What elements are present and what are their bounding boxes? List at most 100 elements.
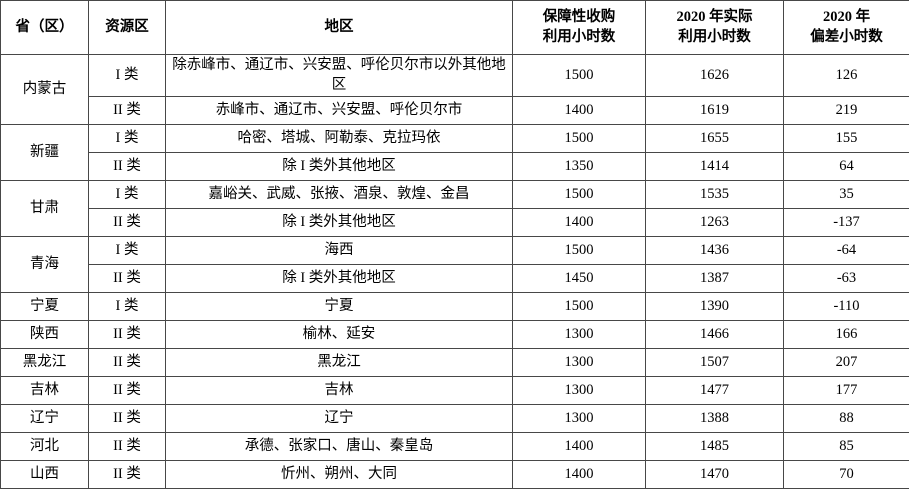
header-actual-hours-2020: 2020 年实际 利用小时数 [646, 1, 784, 55]
guaranteed-hours-cell: 1500 [513, 181, 646, 209]
deviation-hours-cell: -110 [784, 293, 909, 321]
actual-hours-cell: 1535 [646, 181, 784, 209]
deviation-hours-cell: 35 [784, 181, 909, 209]
deviation-hours-cell: 85 [784, 433, 909, 461]
actual-hours-cell: 1466 [646, 321, 784, 349]
deviation-hours-cell: 64 [784, 153, 909, 181]
zone-cell: II 类 [89, 97, 166, 125]
actual-hours-cell: 1626 [646, 55, 784, 97]
actual-hours-cell: 1507 [646, 349, 784, 377]
zone-cell: II 类 [89, 321, 166, 349]
deviation-hours-cell: -64 [784, 237, 909, 265]
guaranteed-hours-cell: 1300 [513, 377, 646, 405]
region-cell: 嘉峪关、武威、张掖、酒泉、敦煌、金昌 [166, 181, 513, 209]
actual-hours-cell: 1485 [646, 433, 784, 461]
actual-hours-cell: 1387 [646, 265, 784, 293]
actual-hours-cell: 1390 [646, 293, 784, 321]
actual-hours-cell: 1414 [646, 153, 784, 181]
deviation-hours-cell: 207 [784, 349, 909, 377]
region-cell: 榆林、延安 [166, 321, 513, 349]
guaranteed-hours-cell: 1450 [513, 265, 646, 293]
zone-cell: II 类 [89, 349, 166, 377]
region-cell: 除 I 类外其他地区 [166, 153, 513, 181]
header-row: 省（区） 资源区 地区 保障性收购 利用小时数 2020 年实际 利用小时数 2… [1, 1, 909, 55]
zone-cell: I 类 [89, 237, 166, 265]
region-cell: 哈密、塔城、阿勒泰、克拉玛依 [166, 125, 513, 153]
province-cell: 甘肃 [1, 181, 89, 237]
guaranteed-hours-cell: 1500 [513, 293, 646, 321]
region-cell: 除 I 类外其他地区 [166, 265, 513, 293]
guaranteed-hours-cell: 1300 [513, 349, 646, 377]
zone-cell: II 类 [89, 377, 166, 405]
header-deviation-hours-2020: 2020 年 偏差小时数 [784, 1, 909, 55]
guaranteed-hours-cell: 1500 [513, 237, 646, 265]
guaranteed-hours-cell: 1400 [513, 461, 646, 489]
actual-hours-cell: 1388 [646, 405, 784, 433]
deviation-hours-cell: 88 [784, 405, 909, 433]
province-cell: 宁夏 [1, 293, 89, 321]
actual-hours-cell: 1477 [646, 377, 784, 405]
deviation-hours-cell: 126 [784, 55, 909, 97]
guaranteed-hours-cell: 1400 [513, 209, 646, 237]
zone-cell: II 类 [89, 265, 166, 293]
zone-cell: II 类 [89, 153, 166, 181]
zone-cell: I 类 [89, 181, 166, 209]
region-cell: 辽宁 [166, 405, 513, 433]
header-guaranteed-hours: 保障性收购 利用小时数 [513, 1, 646, 55]
region-cell: 忻州、朔州、大同 [166, 461, 513, 489]
guaranteed-hours-cell: 1400 [513, 433, 646, 461]
province-cell: 新疆 [1, 125, 89, 181]
deviation-hours-cell: 219 [784, 97, 909, 125]
region-cell: 海西 [166, 237, 513, 265]
header-province: 省（区） [1, 1, 89, 55]
header-resource-zone: 资源区 [89, 1, 166, 55]
actual-hours-cell: 1470 [646, 461, 784, 489]
province-cell: 青海 [1, 237, 89, 293]
deviation-hours-cell: 155 [784, 125, 909, 153]
actual-hours-cell: 1436 [646, 237, 784, 265]
header-region: 地区 [166, 1, 513, 55]
guaranteed-hours-cell: 1400 [513, 97, 646, 125]
region-cell: 除 I 类外其他地区 [166, 209, 513, 237]
province-cell: 山西 [1, 461, 89, 489]
province-cell: 辽宁 [1, 405, 89, 433]
zone-cell: I 类 [89, 125, 166, 153]
zone-cell: II 类 [89, 209, 166, 237]
province-cell: 陕西 [1, 321, 89, 349]
deviation-hours-cell: -137 [784, 209, 909, 237]
table-header: 省（区） 资源区 地区 保障性收购 利用小时数 2020 年实际 利用小时数 2… [1, 1, 909, 55]
province-cell: 黑龙江 [1, 349, 89, 377]
zone-cell: I 类 [89, 55, 166, 97]
zone-cell: II 类 [89, 433, 166, 461]
actual-hours-cell: 1655 [646, 125, 784, 153]
region-cell: 黑龙江 [166, 349, 513, 377]
deviation-hours-cell: -63 [784, 265, 909, 293]
guaranteed-hours-cell: 1500 [513, 55, 646, 97]
deviation-hours-cell: 70 [784, 461, 909, 489]
region-cell: 除赤峰市、通辽市、兴安盟、呼伦贝尔市以外其他地区 [166, 55, 513, 97]
province-cell: 吉林 [1, 377, 89, 405]
zone-cell: I 类 [89, 293, 166, 321]
guaranteed-hours-cell: 1300 [513, 321, 646, 349]
guaranteed-hours-cell: 1350 [513, 153, 646, 181]
guaranteed-hours-cell: 1500 [513, 125, 646, 153]
province-cell: 河北 [1, 433, 89, 461]
guaranteed-hours-cell: 1300 [513, 405, 646, 433]
region-cell: 赤峰市、通辽市、兴安盟、呼伦贝尔市 [166, 97, 513, 125]
